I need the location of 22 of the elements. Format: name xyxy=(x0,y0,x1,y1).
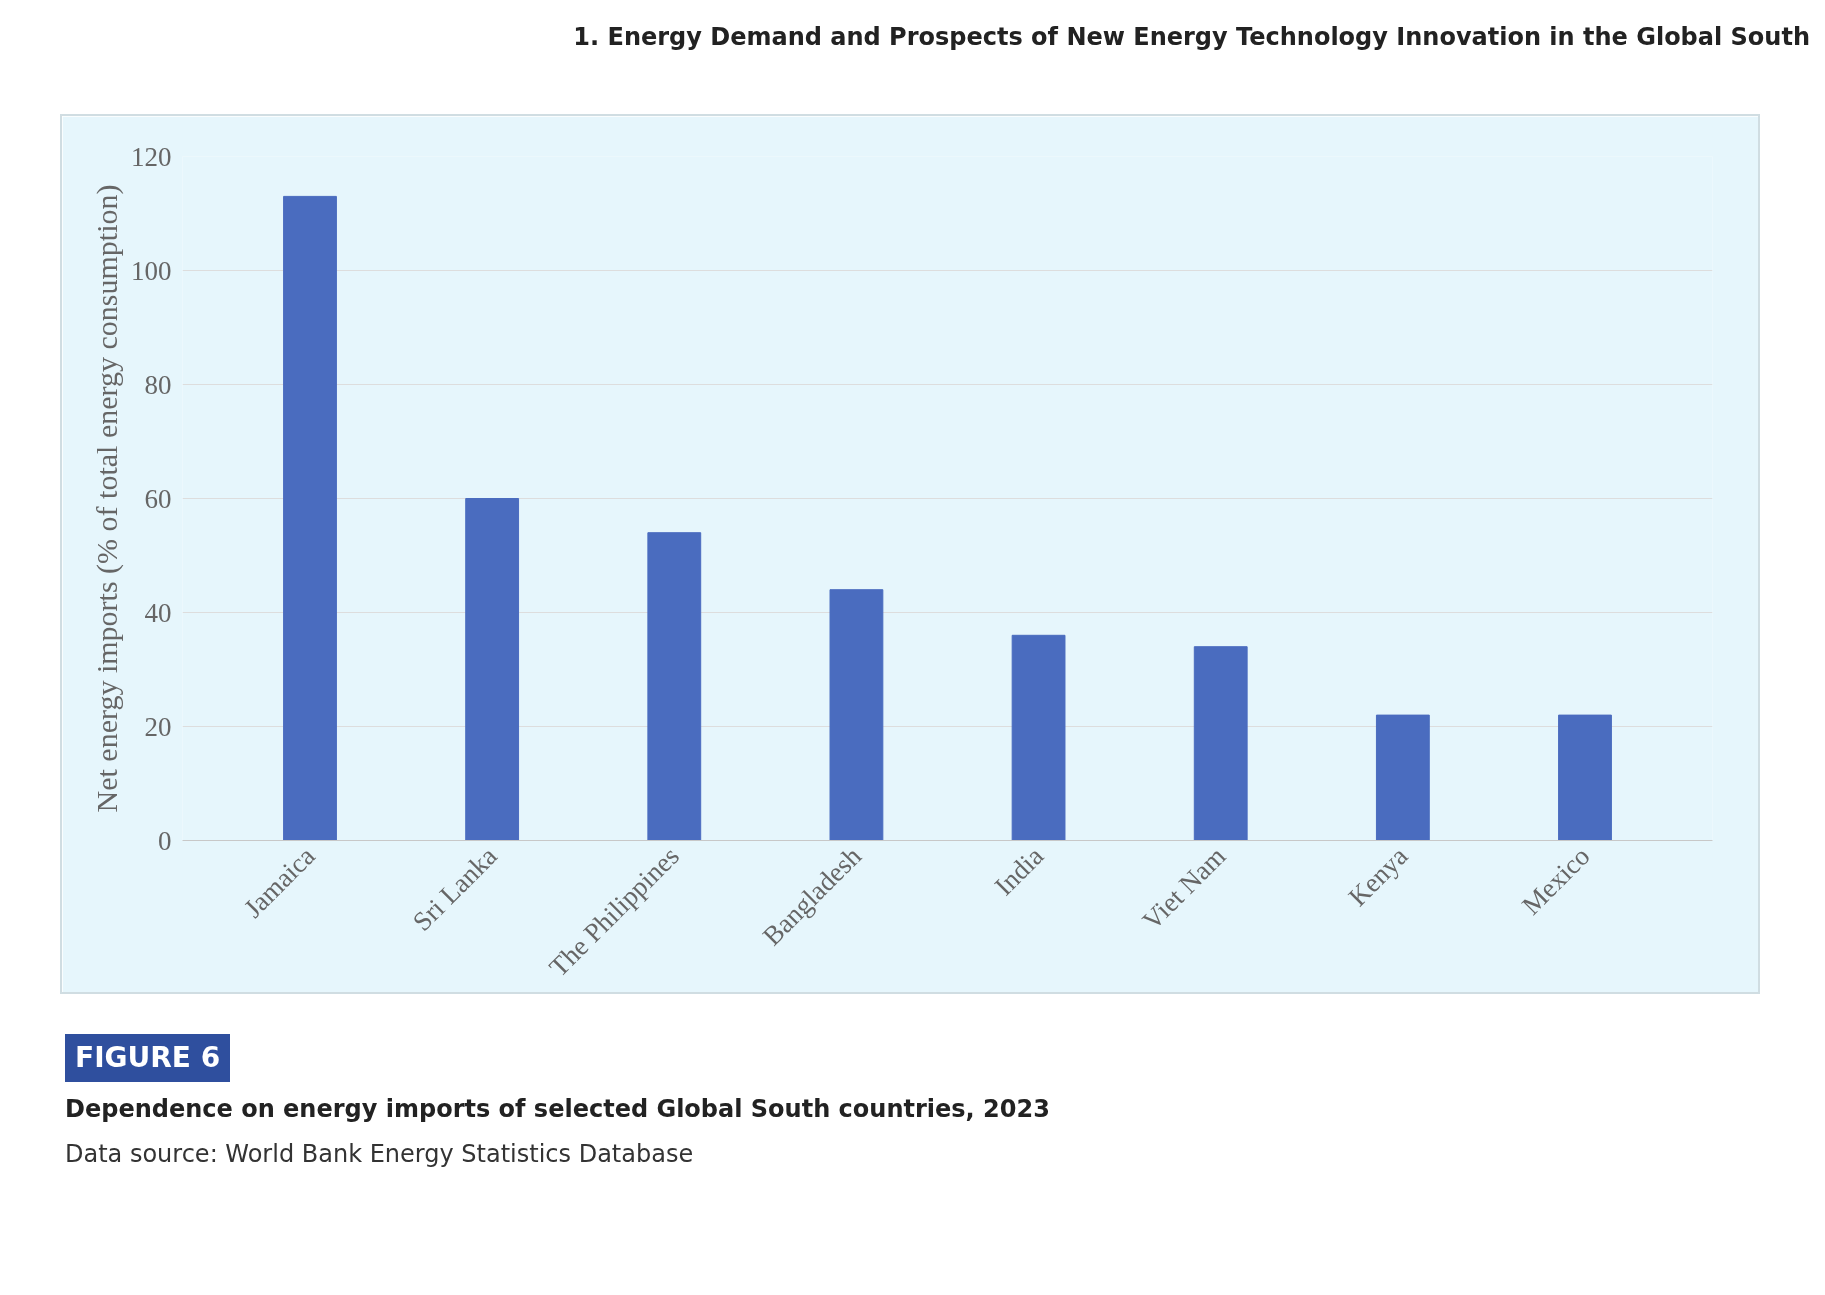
text: Dependence on energy imports of selected Global South countries, 2023 xyxy=(65,1094,1050,1126)
bar xyxy=(647,532,702,841)
bar xyxy=(1011,635,1066,841)
bar xyxy=(1558,714,1612,841)
y-tick-label: 60 xyxy=(144,483,172,514)
bar xyxy=(829,589,884,841)
y-tick-label: 40 xyxy=(144,597,172,628)
bar xyxy=(283,196,337,841)
bar xyxy=(465,498,520,841)
y-axis-title: Net energy imports (% of total energy consumption) xyxy=(90,184,124,813)
y-tick-label: 20 xyxy=(144,711,172,742)
y-tick-label: 120 xyxy=(131,141,172,172)
x-tick-label: India xyxy=(988,841,1050,902)
x-tick-label: Viet Nam xyxy=(1136,841,1232,936)
y-tick-label: 0 xyxy=(158,825,172,856)
caption: FIGURE 6 xyxy=(75,1040,221,1077)
text: 1. Energy Demand and Prospects of New Energy Technology Innovation in the Global South xyxy=(573,22,1810,53)
bar xyxy=(1193,646,1248,841)
y-tick-label: 80 xyxy=(144,369,172,400)
source-note: Data source: World Bank Energy Statistics Database xyxy=(65,1138,694,1170)
bar xyxy=(1375,714,1430,841)
y-tick-label: 100 xyxy=(131,255,172,286)
